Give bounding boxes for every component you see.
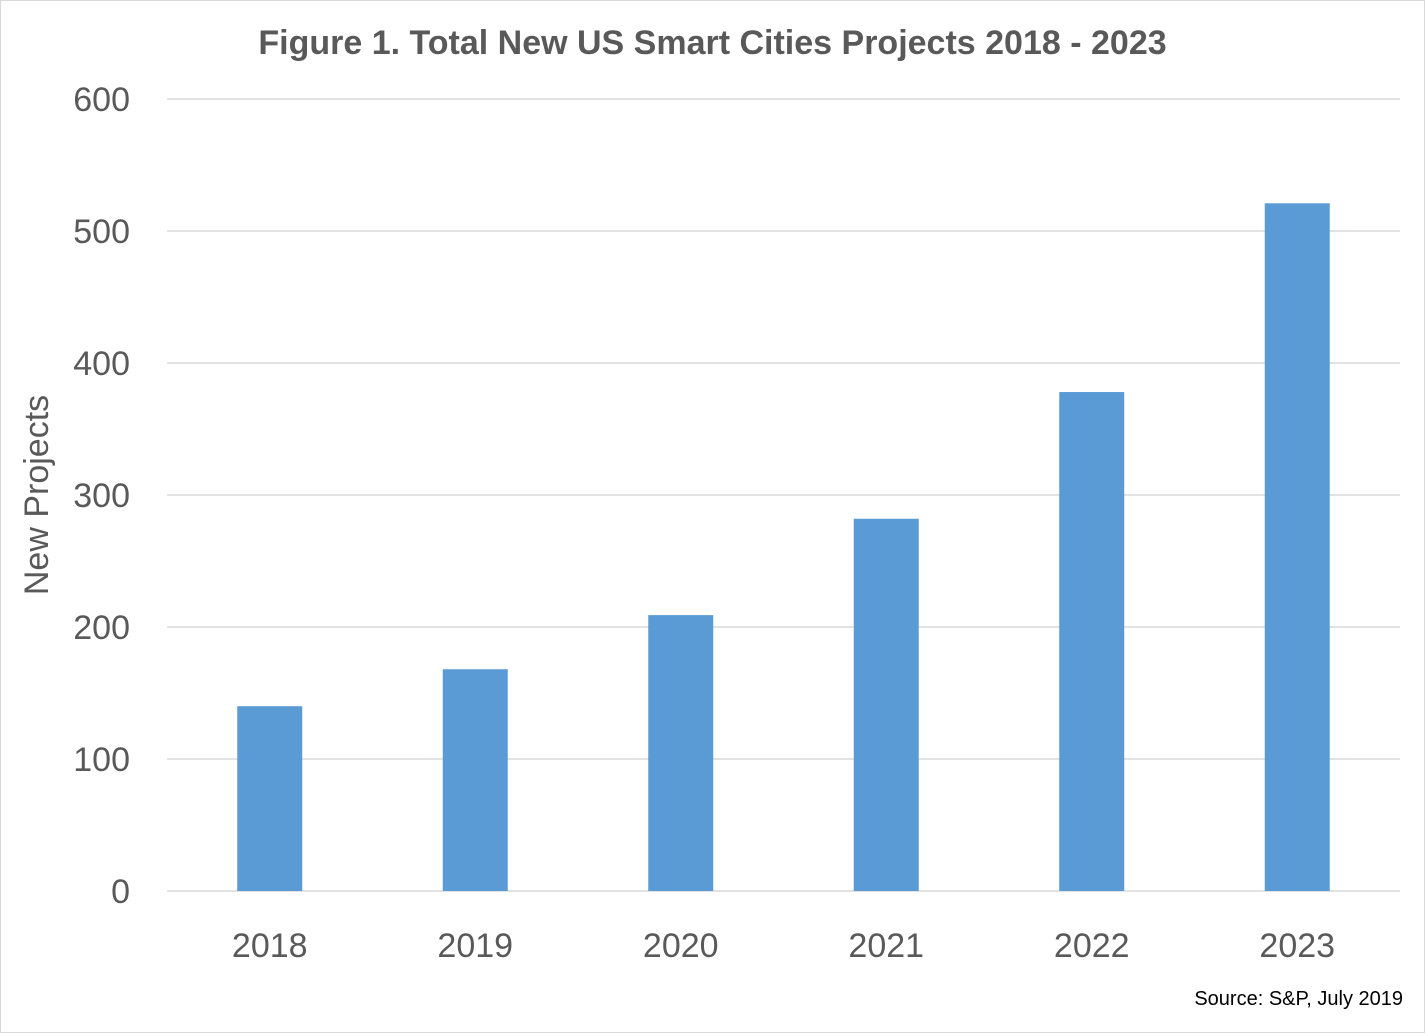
- bar-2020: [648, 615, 714, 891]
- x-tick-label: 2019: [437, 927, 513, 965]
- x-tick-label: 2022: [1054, 927, 1130, 965]
- bars: [237, 203, 1330, 891]
- gridlines: [167, 98, 1400, 892]
- y-tick-label: 500: [73, 213, 130, 251]
- x-tick-label: 2020: [643, 927, 719, 965]
- y-tick-label: 600: [73, 81, 130, 119]
- chart-title: Figure 1. Total New US Smart Cities Proj…: [258, 24, 1167, 62]
- y-tick-label: 300: [73, 477, 130, 515]
- y-tick-label: 0: [111, 873, 130, 911]
- y-tick-label: 400: [73, 345, 130, 383]
- y-tick-label: 100: [73, 741, 130, 779]
- source-note: Source: S&P, July 2019: [1194, 988, 1403, 1010]
- bar-2019: [442, 669, 508, 891]
- bar-2021: [853, 518, 919, 891]
- y-axis-title: New Projects: [18, 395, 56, 595]
- bar-2018: [237, 706, 303, 891]
- x-tick-label: 2018: [232, 927, 308, 965]
- y-tick-label: 200: [73, 609, 130, 647]
- bar-2023: [1264, 203, 1330, 891]
- x-tick-label: 2021: [848, 927, 924, 965]
- bar-2022: [1059, 392, 1125, 891]
- x-tick-label: 2023: [1259, 927, 1335, 965]
- y-axis-ticks: 0 100 200 300 400 500 600: [73, 81, 130, 911]
- x-axis-ticks: 2018 2019 2020 2021 2022 2023: [232, 927, 1335, 965]
